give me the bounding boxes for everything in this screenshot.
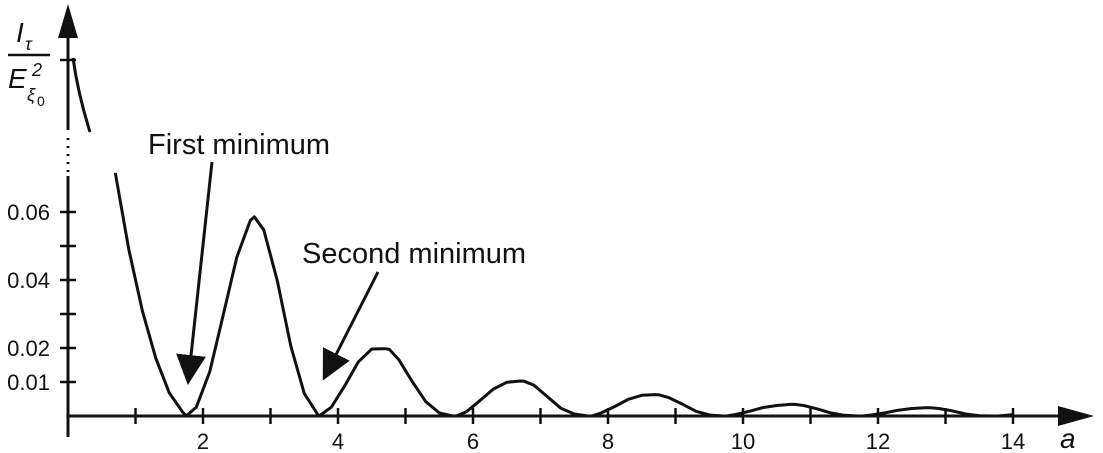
y-tick-label: 0.02 bbox=[7, 336, 50, 361]
y-label-numerator-sub: τ bbox=[25, 34, 33, 54]
x-tick-label: 2 bbox=[197, 429, 209, 453]
x-tick-label: 6 bbox=[467, 429, 479, 453]
y-tick-label: 0.06 bbox=[7, 200, 50, 225]
x-axis-arrowhead bbox=[1058, 406, 1094, 426]
x-axis-label: a bbox=[1060, 423, 1076, 453]
y-axis-label: I τ E 2 ξ 0 bbox=[8, 17, 50, 109]
y-label-denominator-sub-sub: 0 bbox=[37, 93, 45, 109]
first-minimum-label: First minimum bbox=[148, 129, 330, 161]
y-tick-label: 0.01 bbox=[7, 370, 50, 395]
y-label-denominator: E bbox=[8, 63, 27, 94]
x-tick-label: 10 bbox=[731, 429, 755, 453]
first-minimum-arrow bbox=[176, 161, 214, 385]
x-tick-label: 12 bbox=[866, 429, 890, 453]
second-minimum-arrow bbox=[322, 271, 380, 381]
curve-upper-branch bbox=[71, 57, 92, 133]
y-axis-arrowhead bbox=[58, 4, 78, 38]
data-curve bbox=[113, 172, 1014, 418]
y-label-denominator-sub: ξ bbox=[27, 85, 36, 105]
x-tick-label: 4 bbox=[332, 429, 344, 453]
y-label-numerator: I bbox=[16, 17, 24, 48]
second-minimum-label: Second minimum bbox=[302, 238, 526, 270]
y-label-denominator-sup: 2 bbox=[31, 60, 42, 80]
y-tick-label: 0.04 bbox=[7, 268, 50, 293]
x-tick-label: 14 bbox=[1001, 429, 1025, 453]
x-tick-label: 8 bbox=[602, 429, 614, 453]
